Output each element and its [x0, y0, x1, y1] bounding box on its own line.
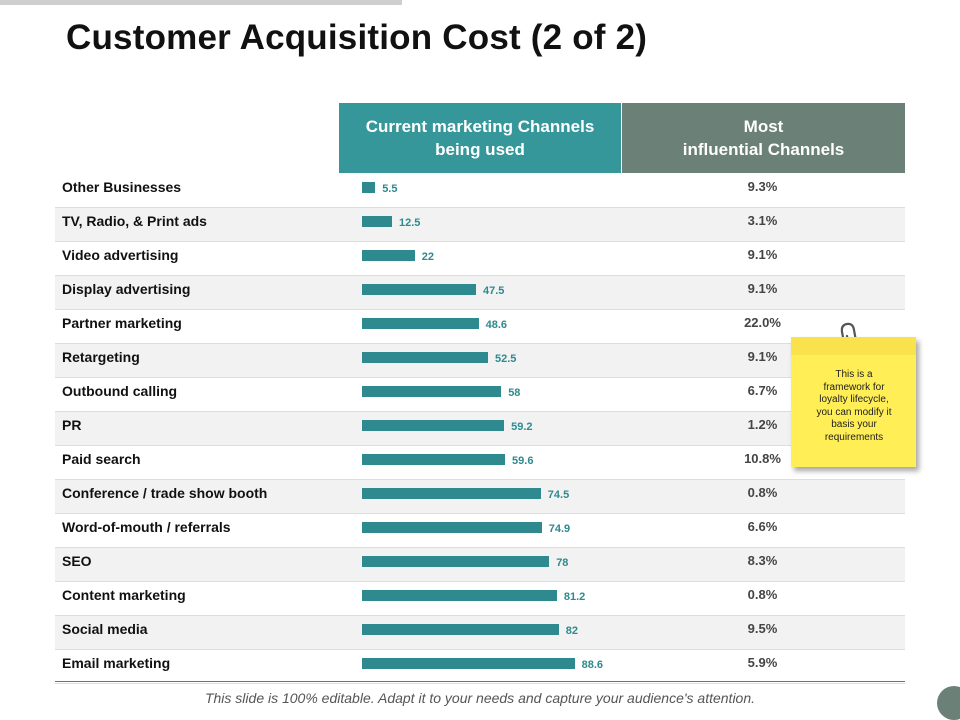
- column-header-current-label: Current marketing Channels being used: [365, 117, 595, 159]
- channel-label: SEO: [62, 553, 92, 569]
- corner-decoration: [937, 686, 960, 720]
- bar-value-label: 52.5: [495, 353, 517, 365]
- bar-value-label: 12.5: [399, 217, 421, 229]
- bar-value-label: 88.6: [581, 659, 604, 671]
- channel-label: Video advertising: [62, 247, 179, 263]
- table-row: SEO 78 8.3%: [55, 548, 905, 582]
- bar-value-label: 82: [565, 625, 579, 637]
- bar-value-label: 22: [421, 251, 435, 263]
- table-row: Other Businesses 5.5 9.3%: [55, 174, 905, 208]
- table-row: Outbound calling 58 6.7%: [55, 378, 905, 412]
- current-channel-bar: [362, 624, 559, 635]
- footer-note: This slide is 100% editable. Adapt it to…: [204, 690, 756, 706]
- current-channel-bar: [362, 216, 392, 227]
- influential-percent: 1.2%: [747, 417, 778, 432]
- current-channel-bar: [362, 488, 541, 499]
- current-channel-bar: [362, 386, 502, 397]
- influential-percent: 5.9%: [747, 655, 778, 670]
- table-row: PR 59.2 1.2%: [55, 412, 905, 446]
- column-header-influential: Most influential Channels: [622, 103, 905, 173]
- influential-percent: 0.8%: [747, 587, 778, 602]
- column-header-influential-label: Most influential Channels: [682, 117, 845, 159]
- current-channel-bar: [362, 284, 476, 295]
- current-channel-bar: [362, 556, 550, 567]
- channel-label: PR: [62, 417, 82, 433]
- bar-value-label: 48.6: [485, 319, 508, 331]
- table-row: Word-of-mouth / referrals 74.9 6.6%: [55, 514, 905, 548]
- table-row: Retargeting 52.5 9.1%: [55, 344, 905, 378]
- channel-table: Other Businesses 5.5 9.3% TV, Radio, & Prin…: [55, 174, 905, 684]
- influential-percent: 9.1%: [747, 247, 778, 262]
- influential-percent: 9.1%: [747, 281, 778, 296]
- table-row: Email marketing 88.6 5.9%: [55, 650, 905, 684]
- bar-value-label: 81.2: [563, 591, 586, 603]
- channel-label: Partner marketing: [62, 315, 182, 331]
- influential-percent: 9.5%: [747, 621, 778, 636]
- bar-value-label: 74.9: [548, 523, 571, 535]
- channel-label: Outbound calling: [62, 383, 178, 399]
- bar-value-label: 58: [508, 387, 521, 399]
- influential-percent: 8.3%: [747, 553, 778, 568]
- channel-label: Other Businesses: [62, 179, 182, 195]
- bar-value-label: 5.5: [382, 183, 398, 195]
- bar-value-label: 47.5: [483, 285, 505, 297]
- influential-percent: 6.6%: [747, 519, 778, 534]
- channel-label: Display advertising: [62, 281, 191, 297]
- bar-value-label: 59.6: [512, 455, 534, 467]
- table-row: Display advertising 47.5 9.1%: [55, 276, 905, 310]
- influential-percent: 0.8%: [747, 485, 778, 500]
- table-row: Video advertising 22 9.1%: [55, 242, 905, 276]
- channel-label: Content marketing: [62, 587, 186, 603]
- table-row: TV, Radio, & Print ads 12.5 3.1%: [55, 208, 905, 242]
- top-accent-bar: [0, 0, 402, 5]
- influential-percent: 3.1%: [747, 213, 778, 228]
- bar-value-label: 59.2: [511, 421, 533, 433]
- current-channel-bar: [362, 182, 376, 193]
- current-channel-bar: [362, 250, 415, 261]
- channel-label: Social media: [62, 621, 148, 637]
- influential-percent: 6.7%: [747, 383, 778, 398]
- influential-percent: 22.0%: [744, 315, 781, 330]
- channel-label: Retargeting: [62, 349, 140, 365]
- table-row: Social media 82 9.5%: [55, 616, 905, 650]
- table-row: Paid search 59.6 10.8%: [55, 446, 905, 480]
- current-channel-bar: [362, 318, 479, 329]
- influential-percent: 9.1%: [747, 349, 778, 364]
- current-channel-bar: [362, 454, 506, 465]
- channel-label: Word-of-mouth / referrals: [62, 519, 231, 535]
- bar-value-label: 74.5: [547, 489, 570, 501]
- table-bottom-rule: [55, 681, 905, 682]
- sticky-note-fold: [791, 337, 916, 355]
- column-header-current: Current marketing Channels being used: [339, 103, 621, 173]
- current-channel-bar: [362, 590, 557, 601]
- channel-label: Conference / trade show booth: [62, 485, 268, 501]
- channel-label: Paid search: [62, 451, 141, 467]
- current-channel-bar: [362, 522, 542, 533]
- current-channel-bar: [362, 352, 488, 363]
- channel-label: Email marketing: [62, 655, 171, 671]
- channel-label: TV, Radio, & Print ads: [62, 213, 207, 229]
- table-row: Content marketing 81.2 0.8%: [55, 582, 905, 616]
- bar-value-label: 78: [556, 557, 569, 569]
- table-row: Partner marketing 48.6 22.0%: [55, 310, 905, 344]
- table-row: Conference / trade show booth 74.5 0.8%: [55, 480, 905, 514]
- sticky-note-text: This is a framework for loyalty lifecycl…: [816, 369, 892, 443]
- page-title: Customer Acquisition Cost (2 of 2): [66, 18, 648, 57]
- sticky-note: This is a framework for loyalty lifecycl…: [791, 337, 916, 467]
- influential-percent: 10.8%: [744, 451, 781, 466]
- current-channel-bar: [362, 658, 575, 669]
- influential-percent: 9.3%: [747, 179, 778, 194]
- current-channel-bar: [362, 420, 505, 431]
